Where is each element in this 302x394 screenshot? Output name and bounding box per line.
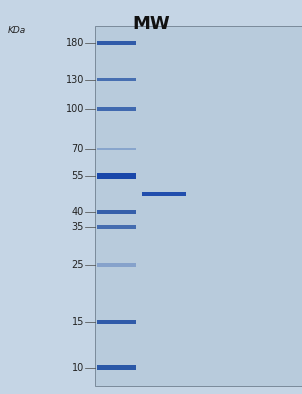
Text: 35: 35 [72,222,84,232]
Text: 70: 70 [72,144,84,154]
Text: MW: MW [132,15,170,33]
Text: 180: 180 [66,38,84,48]
Text: 100: 100 [66,104,84,114]
Text: 25: 25 [72,260,84,270]
Bar [97,210,136,214]
Bar [97,108,136,111]
Text: 40: 40 [72,207,84,217]
Bar [95,26,302,386]
Bar [97,173,136,179]
Text: 130: 130 [66,74,84,85]
Text: 55: 55 [72,171,84,181]
Bar [97,263,136,267]
Bar [97,320,136,324]
Bar [97,148,136,150]
Text: KDa: KDa [8,26,26,35]
Bar [142,192,186,196]
Bar [97,225,136,229]
Text: 15: 15 [72,317,84,327]
Bar [97,366,136,370]
Bar [97,41,136,45]
Text: 10: 10 [72,363,84,373]
Bar [97,78,136,81]
